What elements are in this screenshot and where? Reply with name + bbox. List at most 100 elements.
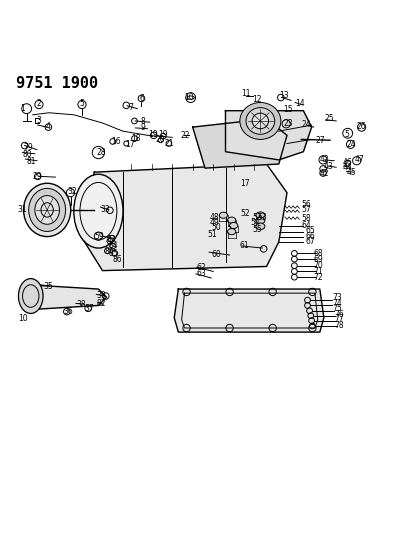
- Text: 17: 17: [125, 140, 135, 149]
- Text: 29: 29: [33, 172, 43, 181]
- Text: 32: 32: [67, 188, 77, 196]
- Text: 39: 39: [97, 290, 106, 300]
- Text: 42: 42: [319, 168, 329, 177]
- Text: 31: 31: [18, 205, 27, 214]
- Text: 64: 64: [301, 221, 310, 230]
- Text: 65: 65: [305, 227, 315, 236]
- Ellipse shape: [18, 279, 43, 313]
- Text: 59: 59: [94, 232, 104, 241]
- Text: 13: 13: [278, 91, 288, 100]
- Text: 47: 47: [354, 156, 364, 164]
- Text: 23: 23: [282, 118, 292, 127]
- Text: 56: 56: [301, 200, 310, 209]
- Text: 2: 2: [36, 99, 41, 108]
- Text: 6: 6: [139, 94, 144, 103]
- Ellipse shape: [219, 212, 227, 219]
- Ellipse shape: [245, 108, 274, 134]
- Text: 11: 11: [240, 89, 250, 98]
- Text: 5: 5: [343, 130, 348, 139]
- Text: 52: 52: [239, 209, 249, 217]
- Text: 71: 71: [313, 266, 323, 276]
- Text: 35: 35: [43, 281, 53, 290]
- Text: 75: 75: [331, 304, 341, 313]
- Text: 38: 38: [76, 300, 85, 309]
- Ellipse shape: [255, 217, 264, 224]
- Text: 3: 3: [36, 116, 41, 125]
- Text: 21: 21: [164, 139, 174, 148]
- Text: 85: 85: [108, 249, 118, 258]
- Text: 70: 70: [313, 261, 323, 270]
- Ellipse shape: [252, 113, 268, 129]
- Text: 15: 15: [282, 106, 292, 115]
- Text: 20: 20: [155, 135, 165, 144]
- Text: 50: 50: [211, 223, 220, 232]
- Ellipse shape: [255, 223, 264, 230]
- Text: 25: 25: [323, 115, 333, 124]
- Text: 46: 46: [342, 158, 351, 167]
- Text: 54: 54: [249, 218, 259, 227]
- Ellipse shape: [24, 183, 71, 237]
- Text: 5: 5: [79, 99, 84, 108]
- Text: 53: 53: [252, 213, 261, 222]
- Text: 19: 19: [147, 130, 157, 139]
- Text: 19: 19: [157, 130, 167, 139]
- Text: 69: 69: [313, 255, 323, 264]
- Text: 61: 61: [239, 241, 249, 251]
- Ellipse shape: [255, 212, 264, 219]
- Text: 63: 63: [196, 269, 206, 278]
- Text: 44: 44: [342, 163, 351, 172]
- Text: 58: 58: [301, 214, 310, 223]
- Text: 9: 9: [140, 124, 145, 132]
- Text: 8: 8: [140, 117, 145, 126]
- Text: 72: 72: [313, 273, 323, 281]
- Polygon shape: [22, 285, 106, 310]
- Text: 49: 49: [209, 218, 218, 227]
- Text: 10: 10: [18, 314, 27, 324]
- Text: 79: 79: [24, 143, 34, 152]
- Text: 80: 80: [22, 150, 32, 159]
- Ellipse shape: [227, 217, 235, 223]
- Text: 33: 33: [101, 205, 110, 214]
- Text: 74: 74: [331, 299, 341, 308]
- Text: 83: 83: [106, 235, 116, 244]
- Polygon shape: [192, 119, 286, 168]
- Text: 18: 18: [131, 134, 141, 143]
- Text: 10: 10: [184, 93, 194, 102]
- Text: 17: 17: [239, 179, 249, 188]
- Text: 12: 12: [252, 95, 261, 104]
- Ellipse shape: [74, 174, 123, 248]
- Polygon shape: [225, 111, 311, 160]
- Text: 84: 84: [104, 247, 114, 256]
- Text: 66: 66: [305, 232, 315, 241]
- Polygon shape: [174, 289, 323, 332]
- Text: 7: 7: [128, 103, 133, 112]
- Text: 73: 73: [331, 293, 341, 302]
- Text: 36: 36: [63, 307, 73, 316]
- Text: 16: 16: [110, 138, 120, 147]
- Ellipse shape: [229, 222, 237, 229]
- Ellipse shape: [29, 188, 65, 231]
- Text: 53: 53: [257, 213, 267, 222]
- Text: 42: 42: [319, 156, 329, 164]
- Text: 22: 22: [180, 131, 190, 140]
- Text: 86: 86: [112, 255, 122, 264]
- Text: 45: 45: [346, 168, 355, 177]
- Text: 57: 57: [301, 205, 310, 214]
- Text: 60: 60: [211, 249, 220, 259]
- Text: 55: 55: [252, 225, 261, 234]
- Text: 24: 24: [346, 140, 355, 149]
- Text: 9751 1900: 9751 1900: [16, 76, 98, 91]
- Text: 51: 51: [207, 230, 216, 239]
- Text: 78: 78: [333, 321, 343, 329]
- Text: 14: 14: [294, 99, 304, 108]
- Text: 43: 43: [323, 162, 333, 171]
- Text: 82: 82: [96, 299, 106, 308]
- Text: 37: 37: [84, 304, 94, 313]
- Ellipse shape: [35, 196, 59, 224]
- Text: 67: 67: [305, 237, 315, 246]
- Polygon shape: [82, 164, 286, 271]
- Text: 28: 28: [96, 148, 106, 157]
- Ellipse shape: [227, 229, 235, 235]
- Text: 84: 84: [108, 241, 118, 251]
- Text: 76: 76: [333, 310, 343, 319]
